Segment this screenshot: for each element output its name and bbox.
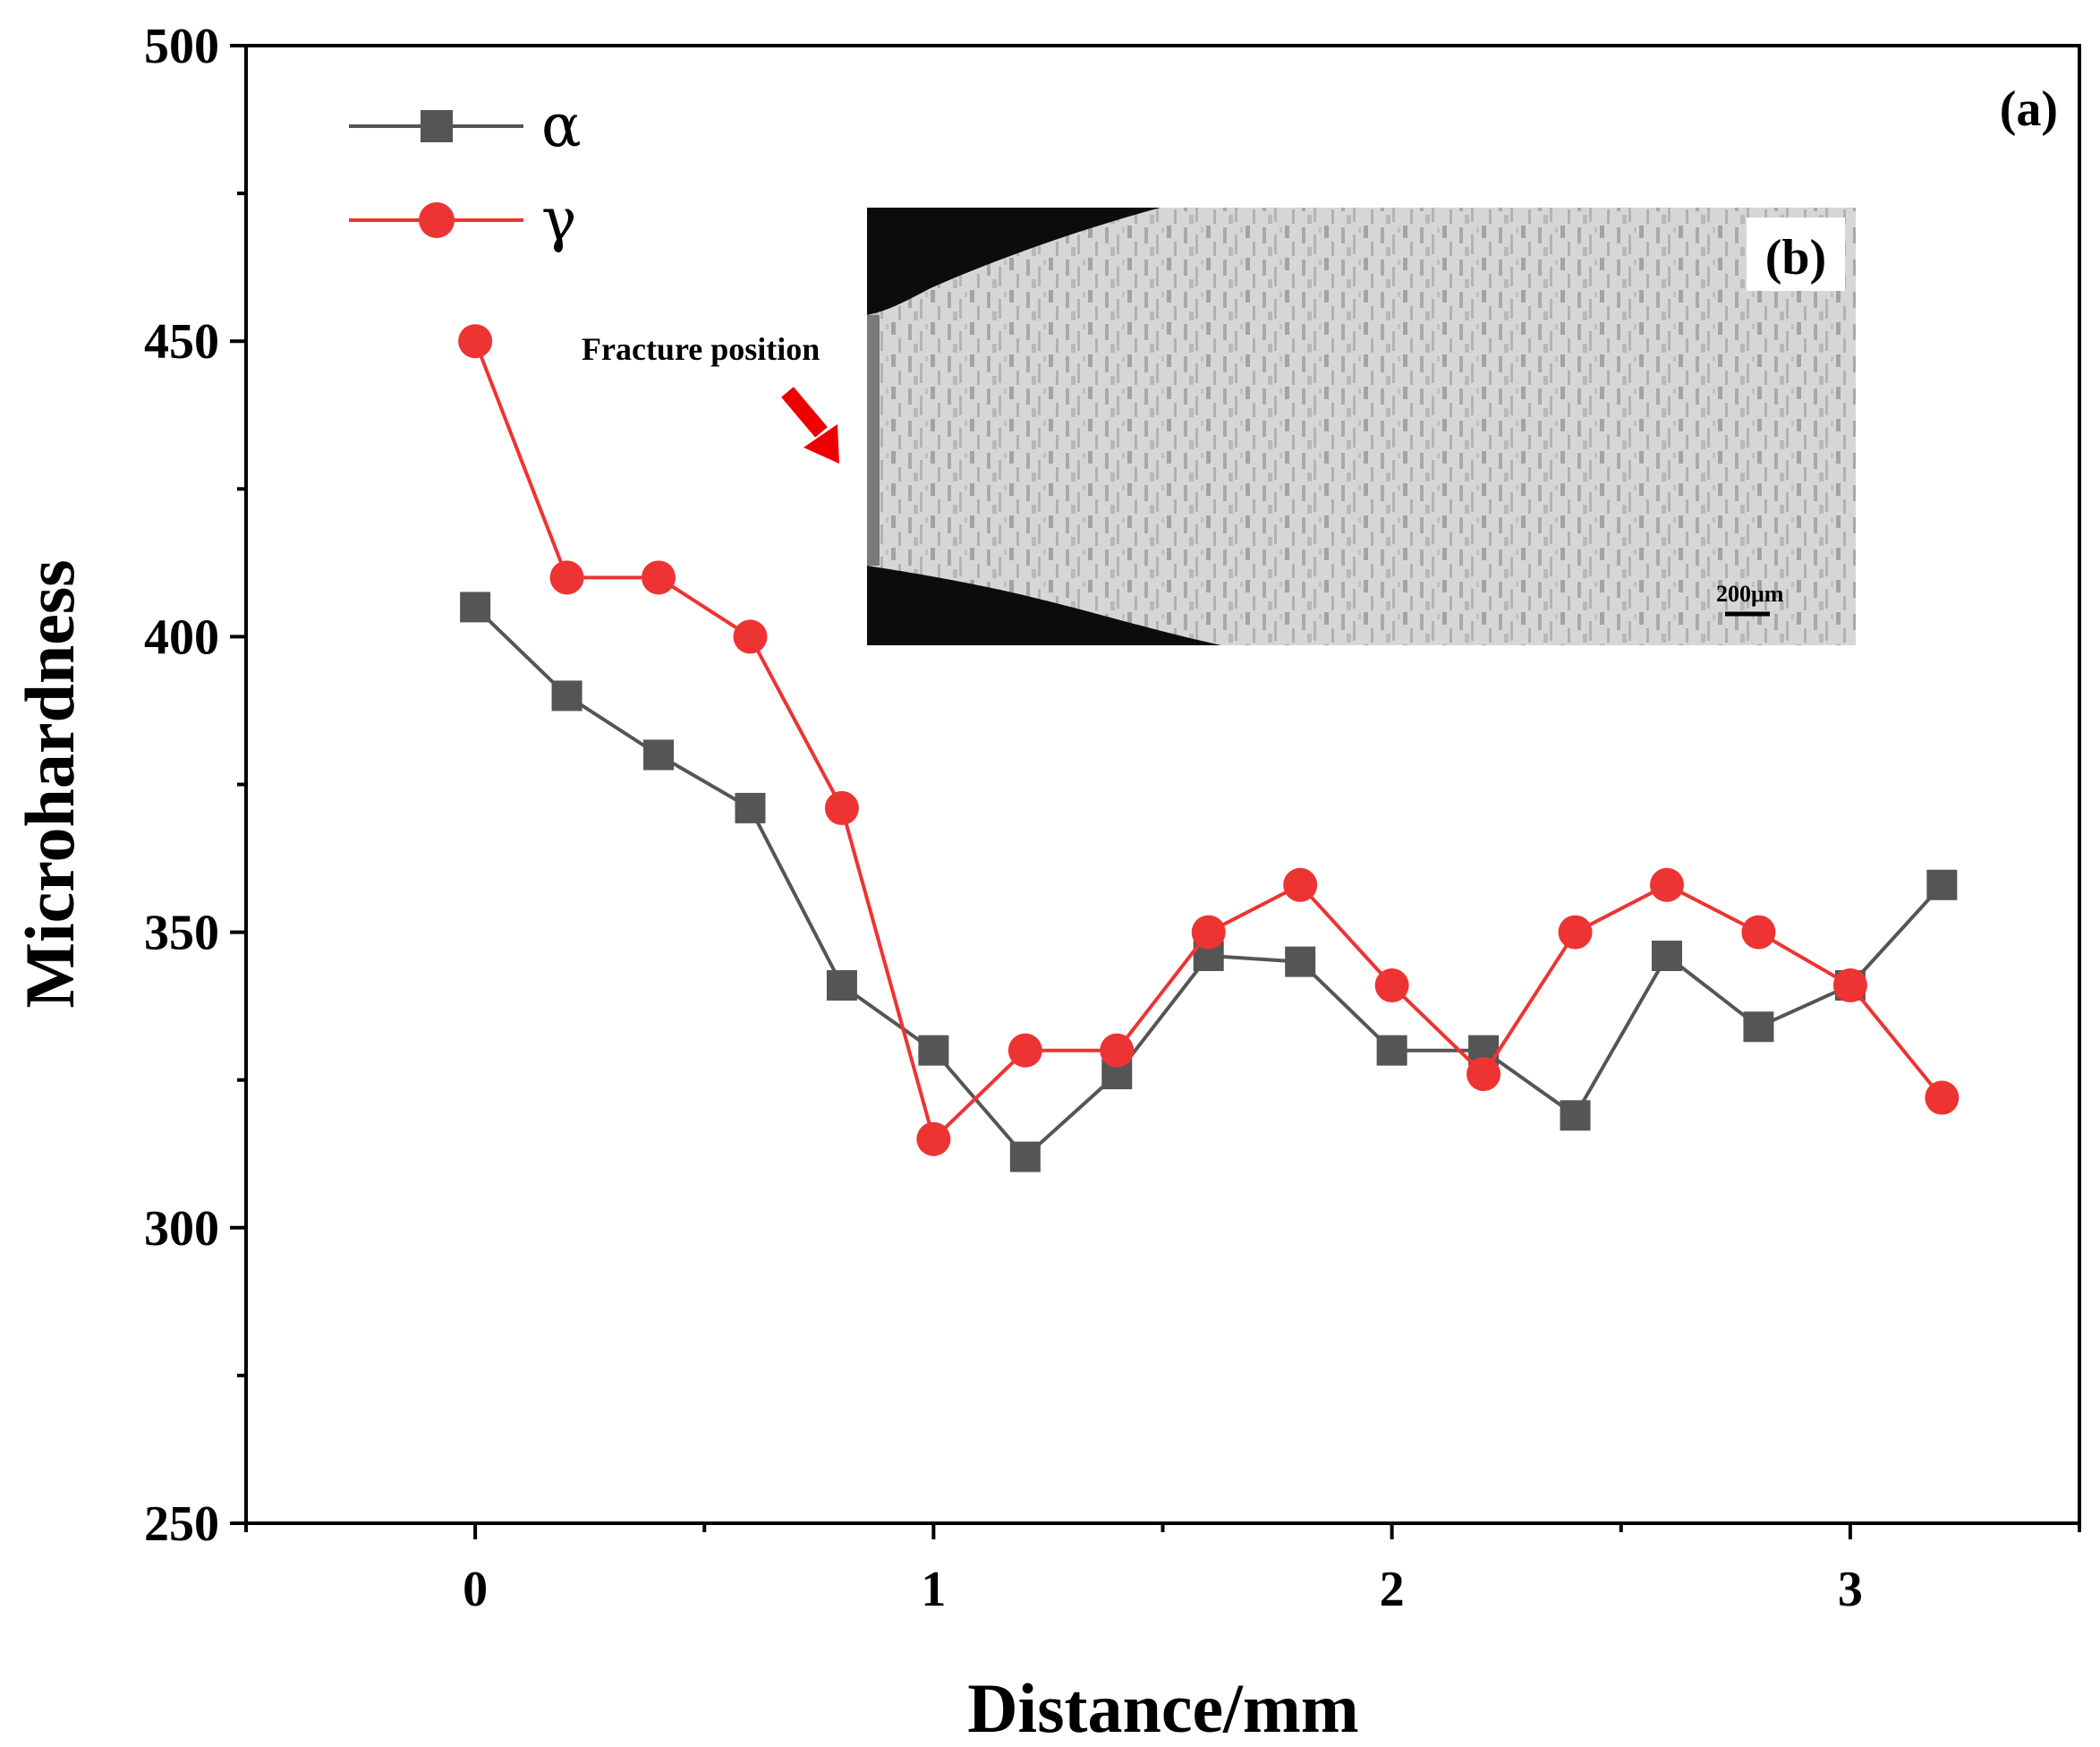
data-point [1285, 946, 1316, 977]
x-axis-title: Distance/mm [967, 1669, 1359, 1747]
x-tick-label: 1 [921, 1562, 946, 1617]
legend-marker [421, 110, 453, 142]
data-point [1560, 1100, 1591, 1131]
legend-item: γ [349, 185, 576, 254]
x-axis: 0 1 2 3 [244, 1523, 2081, 1617]
series-line [473, 605, 1943, 1160]
y-tick-label: 350 [144, 906, 219, 961]
data-point [1832, 968, 1867, 1003]
data-point [1741, 915, 1776, 950]
series-layer [458, 324, 1960, 1172]
legend: αγ [349, 91, 582, 254]
data-point [642, 560, 676, 595]
y-axis-title: Microhardness [11, 559, 89, 1008]
data-point [1926, 869, 1958, 900]
data-point [1100, 1033, 1135, 1068]
x-tick-label: 2 [1380, 1562, 1405, 1617]
y-tick-label: 500 [144, 19, 219, 74]
data-point [1283, 867, 1318, 902]
data-point [1649, 867, 1684, 902]
data-point [735, 792, 766, 823]
fracture-arrow [781, 387, 839, 464]
series-2 [458, 324, 1960, 1156]
data-point [1925, 1080, 1960, 1115]
legend-marker [419, 202, 455, 238]
data-point [549, 560, 584, 595]
inset-micrograph: (b) 200μm [867, 208, 1856, 645]
x-tick-label: 3 [1838, 1562, 1863, 1617]
fracture-annotation: Fracture position [582, 331, 820, 367]
data-point [826, 970, 857, 1001]
data-point [1009, 1141, 1041, 1172]
inset-background [867, 208, 1856, 645]
y-axis: 250 300 350 400 450 500 [144, 19, 246, 1552]
data-point [733, 619, 768, 654]
data-point [460, 592, 491, 623]
y-tick-label: 450 [144, 314, 219, 370]
data-point [1651, 941, 1682, 972]
data-point [551, 680, 582, 712]
data-point [916, 1121, 951, 1156]
data-point [643, 739, 675, 771]
data-point [1376, 1035, 1407, 1066]
data-point [1191, 915, 1226, 950]
data-point [1743, 1011, 1774, 1043]
series-1 [460, 592, 1958, 1172]
data-point [918, 1035, 949, 1066]
scale-bar-label: 200μm [1716, 581, 1784, 607]
data-point [1007, 1033, 1042, 1068]
data-point [1374, 968, 1409, 1003]
inset-dark-lower [867, 566, 1221, 645]
x-tick-label: 0 [463, 1562, 488, 1617]
inset-fracture-edge [867, 315, 880, 566]
data-point [1467, 1057, 1501, 1092]
data-point [1558, 915, 1593, 950]
y-tick-label: 250 [144, 1496, 219, 1552]
y-tick-label: 300 [144, 1201, 219, 1257]
inset-dark-upper [867, 208, 1161, 315]
panel-label-a: (a) [2000, 81, 2058, 137]
legend-label: α [541, 91, 582, 160]
inset-label-box [1747, 217, 1845, 291]
y-tick-label: 400 [144, 609, 219, 665]
data-point [458, 324, 493, 359]
legend-item: α [349, 91, 582, 160]
data-point [824, 790, 859, 825]
panel-label-b: (b) [1765, 230, 1826, 285]
legend-label: γ [541, 185, 576, 254]
